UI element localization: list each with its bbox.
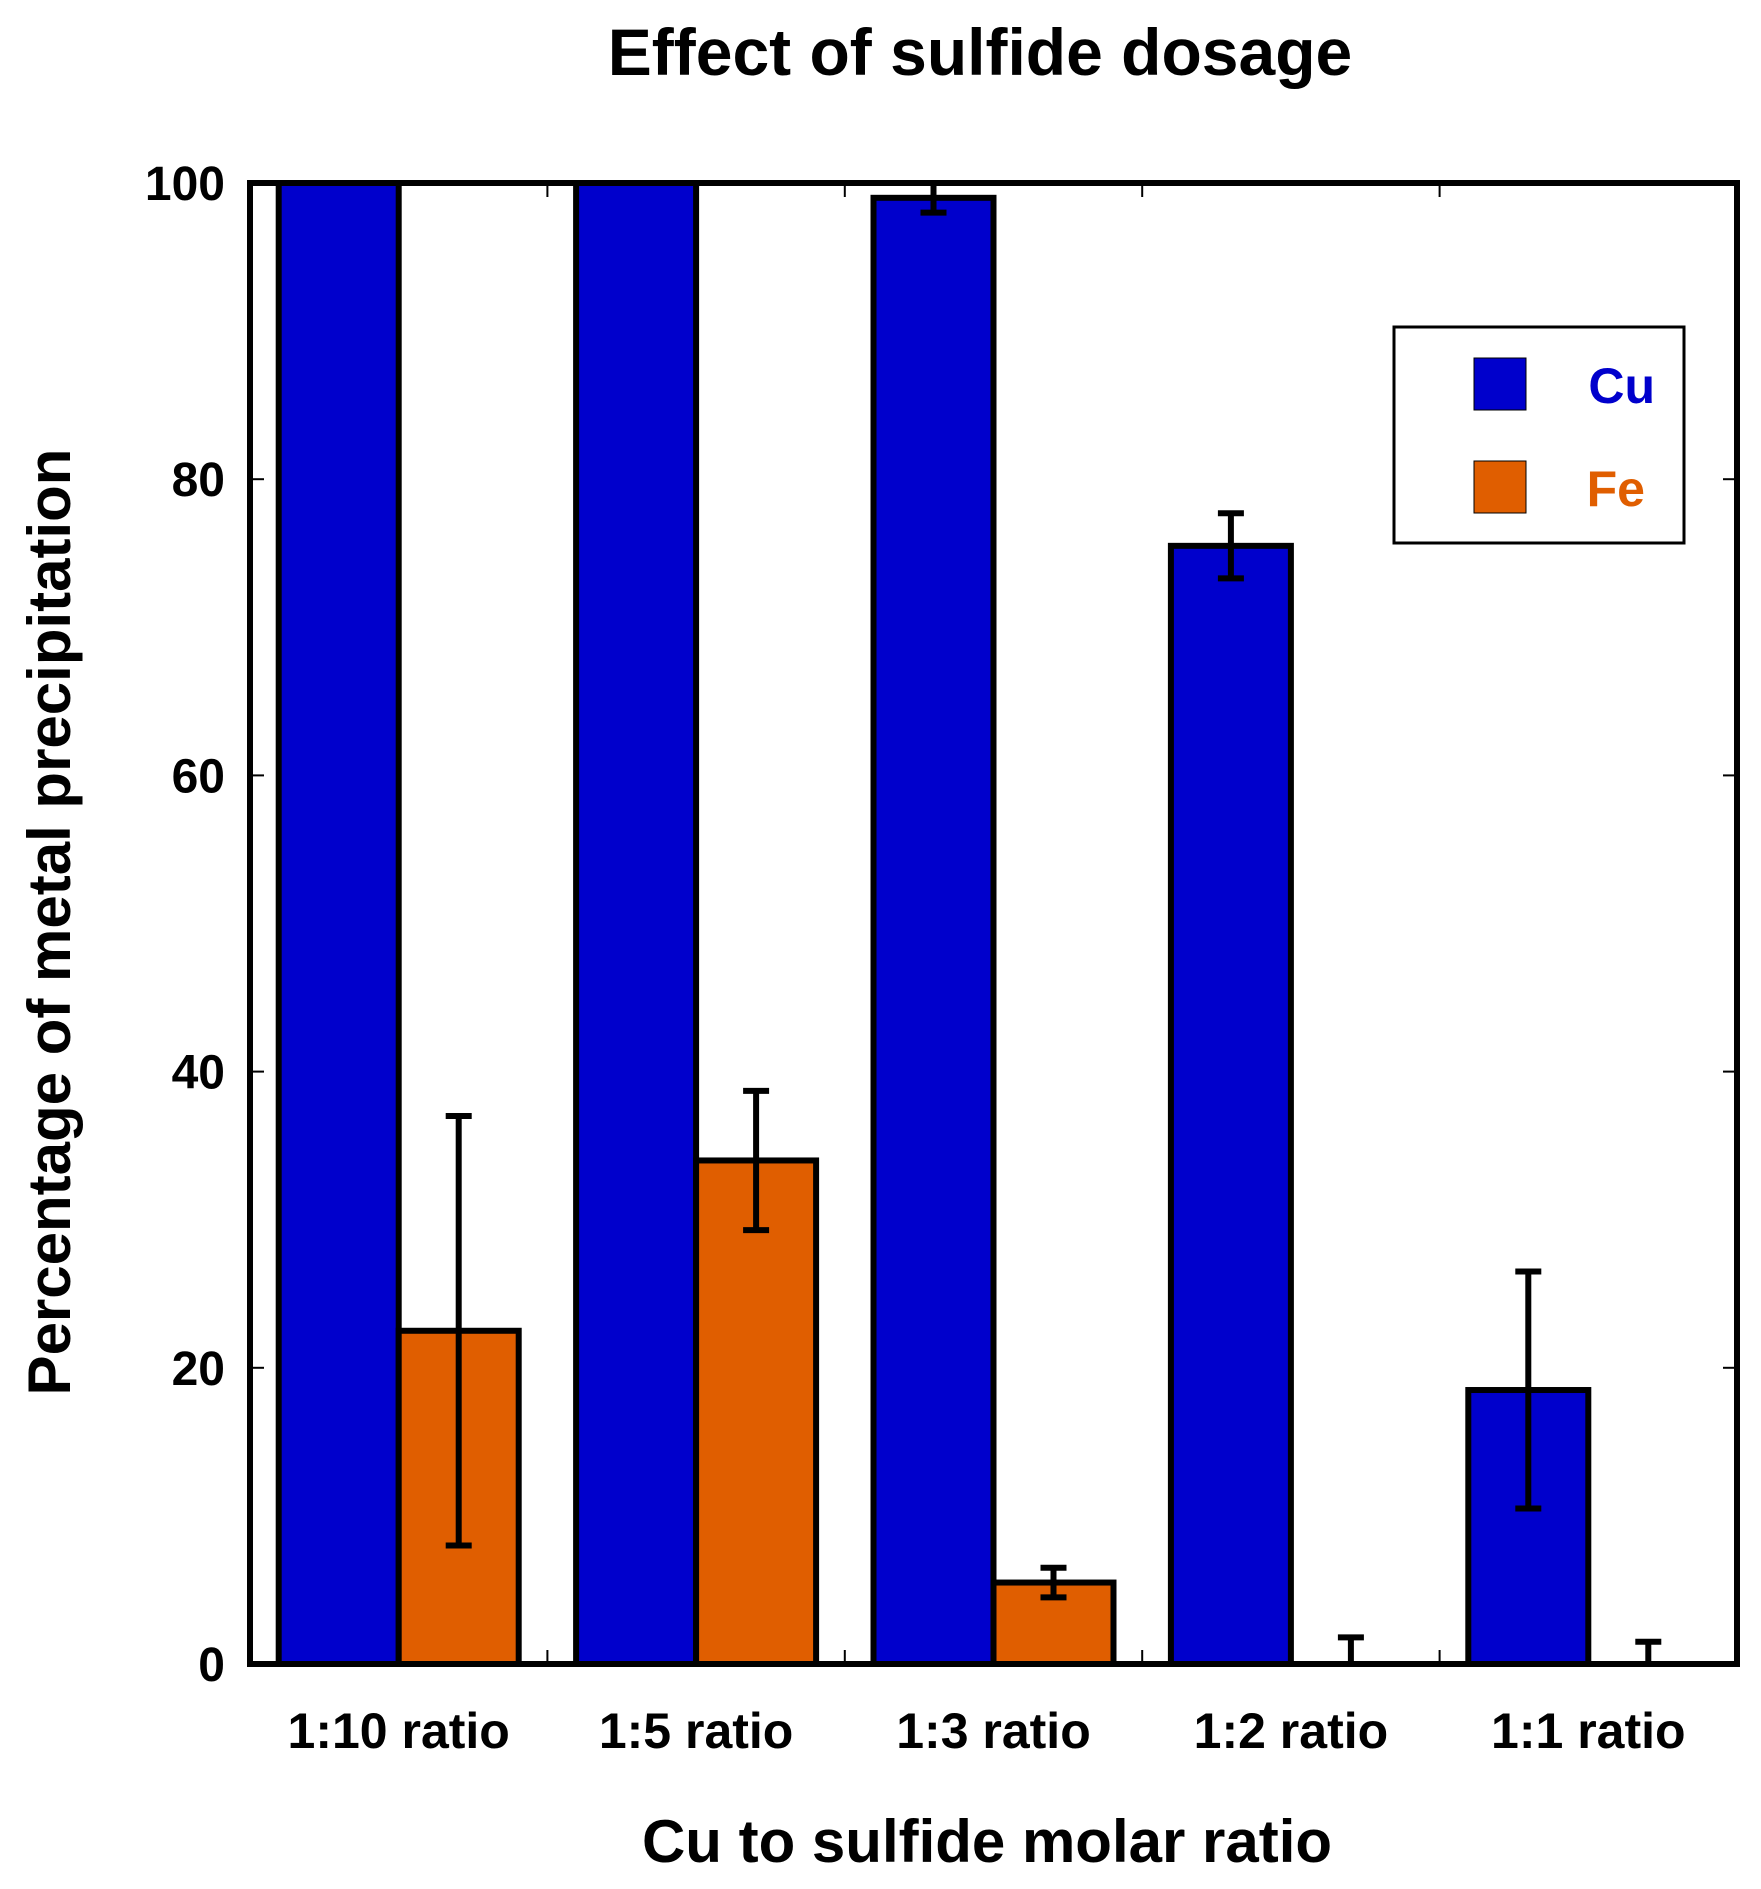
error-bar-fe-1-5-ratio [743, 1087, 770, 1234]
legend-box [1392, 325, 1686, 545]
legend-swatch-cu [1473, 357, 1527, 411]
bar-cu-1-2-ratio [1167, 542, 1294, 1667]
legend-label-cu: Cu [1588, 358, 1655, 414]
x-axis-label: Cu to sulfide molar ratio [642, 1808, 1332, 1875]
bar-cu-1-10-ratio [275, 180, 402, 1667]
error-bar-fe-1-3-ratio [1040, 1564, 1067, 1601]
legend-label-fe: Fe [1587, 461, 1645, 517]
legend: Cu Fe [1392, 325, 1686, 545]
error-bar-cu-1-2-ratio [1217, 510, 1244, 582]
x-tick-label-1-3-ratio: 1:3 ratio [896, 1703, 1091, 1759]
y-tick-label-0: 0 [198, 1639, 225, 1692]
chart-title: Effect of sulfide dosage [608, 15, 1352, 89]
error-bar-fe-1-2-ratio [1337, 1634, 1364, 1667]
x-tick-label-1-2-ratio: 1:2 ratio [1194, 1703, 1389, 1759]
error-bar-fe-1-10-ratio [445, 1113, 472, 1549]
y-tick-label-40: 40 [172, 1047, 225, 1100]
x-tick-label-1-5-ratio: 1:5 ratio [599, 1703, 794, 1759]
error-bar-fe-1-1-ratio [1635, 1638, 1662, 1667]
x-tick-label-1-10-ratio: 1:10 ratio [288, 1703, 510, 1759]
y-axis-label: Percentage of metal precipitation [16, 449, 83, 1396]
error-bar-cu-1-1-ratio [1515, 1268, 1542, 1512]
labels-layer: 0 20 40 60 80 100 1:10 ratio 1:5 ratio 1:3 ratio… [145, 158, 1686, 1759]
y-tick-label-100: 100 [145, 158, 225, 211]
bars-layer [275, 180, 1592, 1668]
bar-fe-1-5-ratio [693, 1157, 820, 1667]
y-tick-label-20: 20 [172, 1343, 225, 1396]
bar-cu-1-3-ratio [870, 194, 997, 1667]
plot-frame [247, 180, 1740, 1667]
y-tick-label-80: 80 [172, 454, 225, 507]
legend-swatch-fe [1473, 460, 1527, 514]
x-tick-label-1-1-ratio: 1:1 ratio [1491, 1703, 1686, 1759]
y-tick-label-60: 60 [172, 750, 225, 803]
bar-cu-1-5-ratio [573, 180, 700, 1667]
